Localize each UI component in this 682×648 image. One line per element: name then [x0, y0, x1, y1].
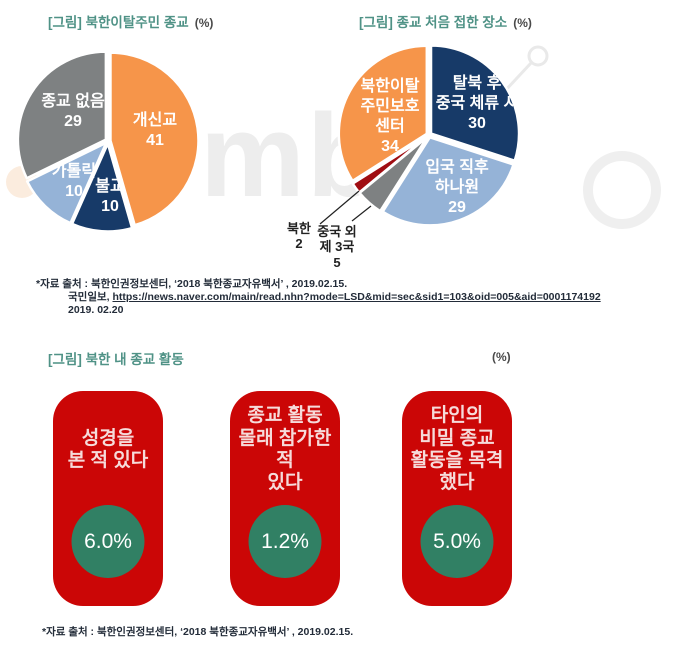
slice-value: 10 [101, 198, 119, 215]
slice-value: 41 [146, 132, 164, 149]
source-line-1: *자료 출처 : 북한인권정보센터, ‘2018 북한종교자유백서’ , 201… [36, 278, 348, 290]
slice-label-north-korea: 북한 2 [287, 205, 311, 267]
kpi-card-label: 성경을 본 적 있다 [67, 427, 149, 471]
slice-name: 불교 [95, 178, 125, 195]
kpi-card-seen-bible: 성경을 본 적 있다 6.0% [53, 391, 163, 606]
figure3-title-text: [그림] 북한 내 종교 활동 [48, 352, 184, 367]
slice-value: 2 [295, 236, 303, 251]
kpi-card-label: 타인의 비밀 종교 활동을 목격 했다 [410, 405, 504, 494]
figure2-unit: (%) [513, 16, 532, 30]
slice-label-protection-center: 북한이탈 주민보호 센터 34 [361, 57, 420, 177]
figure2-title: [그림] 종교 처음 접한 장소 (%) [359, 11, 532, 31]
slice-label-china-stay: 탈북 후 중국 체류 시 30 [436, 54, 519, 154]
figure3-title: [그림] 북한 내 종교 활동 [48, 348, 184, 368]
source-line-2: 국민일보, https://news.naver.com/main/read.n… [68, 291, 601, 304]
kpi-card-value: 1.2% [261, 529, 309, 553]
figure2-title-text: [그림] 종교 처음 접한 장소 [359, 15, 508, 30]
slice-value: 5 [333, 254, 341, 270]
pie-slice [70, 142, 134, 233]
kpi-card-value: 6.0% [84, 529, 132, 553]
slice-value: 34 [381, 138, 399, 155]
slice-name: 탈북 후 중국 체류 시 [435, 75, 519, 112]
slice-value: 30 [468, 115, 486, 132]
slice-label-catholic: 가톨릭 10 [52, 142, 96, 222]
source-line-3: 2019. 02.20 [68, 303, 124, 316]
pie-slice [109, 51, 200, 227]
slice-value: 29 [448, 199, 466, 216]
slice-label-protestant: 개신교 41 [133, 91, 177, 171]
figure1-unit: (%) [194, 16, 214, 30]
source-note-bottom: *자료 출처 : 북한인권정보센터, ‘2018 북한종교자유백서’ , 201… [42, 626, 354, 638]
slice-name: 입국 직후 하나원 [425, 159, 489, 196]
callout-leader-lines [319, 190, 372, 225]
source-note-top: *자료 출처 : 북한인권정보센터, ‘2018 북한종교자유백서’ , 201… [36, 278, 601, 316]
kpi-card-value: 5.0% [433, 529, 481, 553]
slice-name: 개신교 [132, 112, 178, 129]
slice-name: 종교 없음 [41, 93, 105, 110]
pie-slice [25, 141, 108, 225]
source-article-link[interactable]: https://news.naver.com/main/read.nhn?mod… [112, 290, 601, 303]
slice-value: 29 [64, 113, 82, 130]
pie-slice [429, 44, 521, 162]
kpi-card-label: 종교 활동 몰래 참가한 적 있다 [238, 405, 332, 494]
slice-name: 가톨릭 [51, 163, 97, 180]
slice-value: 10 [65, 183, 83, 200]
pie-chart-first-contact-place [337, 44, 521, 227]
slice-label-buddhism: 불교 10 [95, 157, 124, 237]
figure3-unit: (%) [492, 350, 511, 364]
pie-slice [381, 136, 515, 227]
kpi-card-witnessed-activity: 타인의 비밀 종교 활동을 목격 했다 5.0% [402, 391, 512, 606]
kpi-card-secret-participation: 종교 활동 몰래 참가한 적 있다 1.2% [230, 391, 340, 606]
slice-label-third-country: 중국 외 제 3국 5 [317, 208, 357, 286]
watermark-shapes [6, 45, 661, 229]
pie-slice [16, 50, 108, 180]
figure1-title-text: [그림] 북한이탈주민 종교 [48, 15, 189, 30]
source-publisher: 국민일보, [68, 290, 113, 303]
slice-label-hanawon: 입국 직후 하나원 29 [425, 138, 488, 238]
figure1-title: [그림] 북한이탈주민 종교 (%) [48, 11, 213, 31]
slice-label-no-religion: 종교 없음 29 [41, 72, 104, 152]
slice-name: 북한이탈 주민보호 센터 [360, 78, 420, 135]
pie-slice [351, 135, 429, 194]
pie-chart-defector-religion [16, 50, 200, 233]
slice-name: 북한 [287, 220, 311, 236]
pie-slice [337, 44, 429, 183]
kpi-card-value-circle: 5.0% [420, 505, 494, 578]
kpi-card-value-circle: 1.2% [248, 505, 322, 578]
slice-name: 중국 외 제 3국 [317, 223, 357, 255]
kpi-card-value-circle: 6.0% [71, 505, 145, 578]
